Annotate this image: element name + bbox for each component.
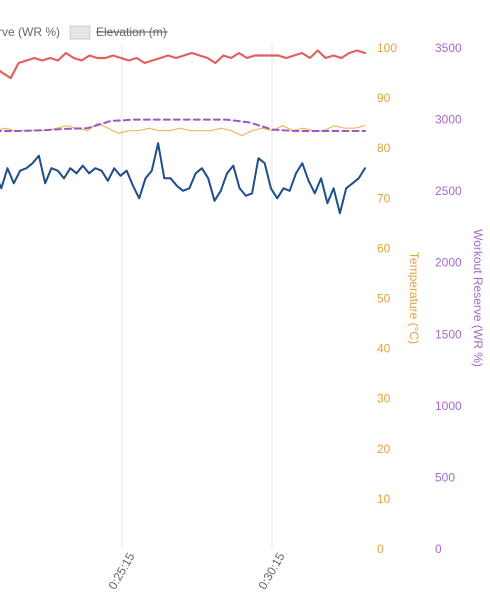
workout-reserve-tick-label: 2000 xyxy=(435,256,462,270)
workout-reserve-axis-title: Workout Reserve (WR %) xyxy=(471,229,485,367)
series-line-3[interactable] xyxy=(0,142,366,215)
temperature-tick-label: 40 xyxy=(377,342,391,356)
legend-swatch-elevation[interactable] xyxy=(69,25,91,40)
series-line-1[interactable] xyxy=(0,122,366,137)
temperature-tick-label: 80 xyxy=(377,141,391,155)
legend-item-workout-reserve[interactable]: rve (WR %) xyxy=(0,25,60,39)
grid xyxy=(121,44,273,549)
workout-reserve-tick-label: 0 xyxy=(435,542,442,556)
workout-reserve-tick-label: 500 xyxy=(435,470,455,484)
temperature-tick-label: 10 xyxy=(377,492,391,506)
workout-reserve-axis: 0 500 1000 1500 2000 2500 3000 3500 xyxy=(435,41,462,556)
workout-reserve-tick-label: 3500 xyxy=(435,41,462,55)
workout-reserve-tick-label: 2500 xyxy=(435,184,462,198)
temperature-axis: 0 10 20 30 40 50 60 70 80 90 100 xyxy=(377,41,397,556)
series-layer xyxy=(0,49,367,215)
temperature-tick-label: 60 xyxy=(377,241,391,255)
temperature-axis-title: Temperature (°C) xyxy=(407,252,421,344)
temperature-tick-label: 50 xyxy=(377,292,391,306)
temperature-tick-label: 0 xyxy=(377,542,384,556)
series-line-2[interactable] xyxy=(0,118,366,132)
workout-reserve-tick-label: 1500 xyxy=(435,327,462,341)
temperature-tick-label: 20 xyxy=(377,442,391,456)
x-axis: 0:25:15 0:30:15 xyxy=(105,550,287,592)
legend: rve (WR %) Elevation (m) xyxy=(0,25,168,40)
temperature-tick-label: 30 xyxy=(377,392,391,406)
temperature-tick-label: 70 xyxy=(377,191,391,205)
workout-reserve-tick-label: 3000 xyxy=(435,113,462,127)
temperature-tick-label: 90 xyxy=(377,91,391,105)
series-line-0[interactable] xyxy=(0,49,367,80)
x-tick-label: 0:30:15 xyxy=(255,550,287,592)
workout-reserve-tick-label: 1000 xyxy=(435,399,462,413)
temperature-tick-label: 100 xyxy=(377,41,397,55)
x-tick-label: 0:25:15 xyxy=(105,550,137,592)
